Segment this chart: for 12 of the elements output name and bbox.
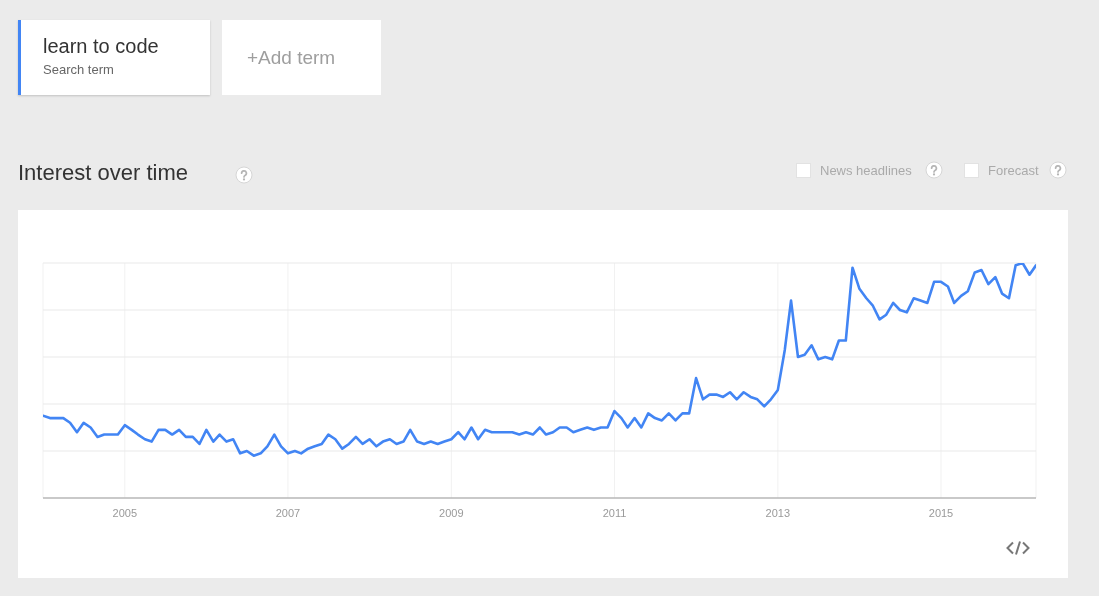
x-tick-label: 2005 [112, 506, 138, 519]
x-tick-label: 2011 [602, 506, 627, 519]
x-tick-label: 2015 [928, 506, 954, 519]
x-tick-label: 2007 [275, 506, 301, 519]
text: Forecast [988, 162, 1039, 178]
x-tick-label: 2009 [439, 506, 464, 519]
chart-title: Interest over time [18, 160, 188, 185]
text: learn to code [43, 35, 159, 57]
text: News headlines [820, 162, 912, 178]
x-tick-label: 2013 [765, 506, 791, 519]
text: Search term [43, 61, 114, 77]
text: +Add term [247, 46, 336, 68]
